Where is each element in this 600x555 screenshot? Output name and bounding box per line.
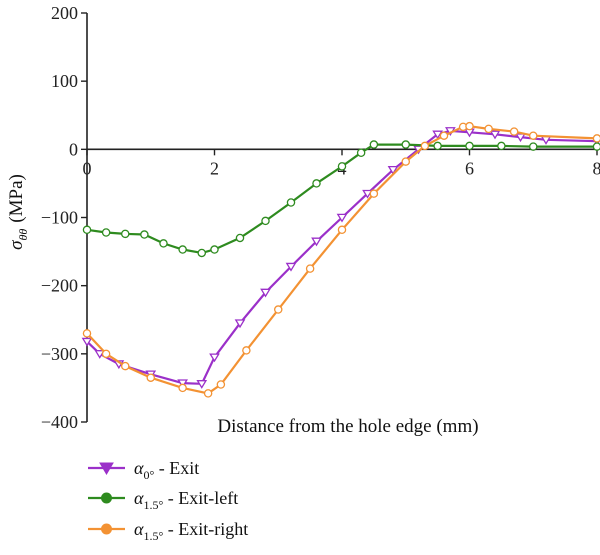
- legend-marker: [101, 492, 112, 504]
- x-tick-label: 6: [465, 158, 474, 178]
- data-point: [484, 124, 493, 134]
- data-point: [178, 383, 187, 393]
- data-point: [489, 130, 501, 140]
- x-axis-title: Distance from the hole edge (mm): [217, 416, 478, 437]
- data-point: [387, 165, 399, 175]
- data-point: [432, 130, 443, 140]
- data-point: [210, 245, 219, 254]
- data-point: [401, 140, 410, 149]
- y-tick-label: 100: [51, 71, 78, 91]
- data-point: [465, 141, 474, 151]
- data-point: [242, 346, 251, 355]
- data-point: [305, 264, 315, 273]
- data-point: [82, 225, 92, 235]
- legend-marker: [99, 462, 114, 475]
- y-tick-label: −300: [41, 344, 78, 364]
- data-point: [433, 141, 442, 151]
- series-0: [81, 127, 600, 389]
- y-axis-title: σθθ (MPa): [6, 174, 30, 250]
- x-tick-label: 0: [83, 158, 92, 178]
- y-axis-unit: (MPa): [6, 174, 27, 223]
- data-point: [121, 229, 130, 239]
- y-axis-subscript: θθ: [16, 229, 30, 241]
- data-point: [81, 337, 93, 347]
- data-point: [497, 141, 506, 151]
- x-tick-label: 2: [210, 158, 219, 178]
- legend-marker: [101, 523, 112, 535]
- data-point: [261, 216, 270, 226]
- data-point: [401, 157, 410, 166]
- legend-label: α1.5° - Exit-left: [134, 488, 238, 512]
- legend-item-0: α0° - Exit: [88, 458, 199, 482]
- data-point: [592, 142, 600, 151]
- data-point: [420, 141, 430, 151]
- y-tick-label: 200: [51, 3, 78, 23]
- y-tick-label: −400: [41, 412, 78, 432]
- data-point: [369, 140, 379, 149]
- data-point: [337, 162, 347, 171]
- x-tick-label: 8: [593, 158, 600, 178]
- data-point: [509, 127, 519, 136]
- data-point: [159, 239, 168, 248]
- y-tick-label: −200: [41, 276, 78, 296]
- data-point: [362, 189, 373, 199]
- data-point: [178, 245, 187, 254]
- data-point: [286, 198, 296, 207]
- data-point: [101, 228, 111, 237]
- series-line: [86, 129, 598, 385]
- legend-item-1: α1.5° - Exit-left: [88, 488, 238, 512]
- data-point: [82, 329, 92, 338]
- series-layer: [81, 121, 600, 398]
- y-axis-symbol: σ: [6, 240, 27, 250]
- y-tick-label: 0: [69, 139, 78, 159]
- data-point: [336, 213, 348, 223]
- data-point: [140, 230, 149, 239]
- data-point: [216, 380, 226, 389]
- data-point: [197, 248, 206, 258]
- data-point: [529, 142, 538, 151]
- axis-labels: Distance from the hole edge (mm) σθθ (MPa…: [6, 174, 479, 437]
- legend: α0° - Exit α1.5° - Exit-left α1.5° - Exit-…: [88, 458, 248, 543]
- y-tick-label: −100: [41, 208, 78, 228]
- data-point: [209, 353, 220, 363]
- data-point: [94, 350, 106, 359]
- data-point: [177, 379, 188, 389]
- data-point: [311, 237, 322, 247]
- legend-label: α0° - Exit: [134, 458, 199, 482]
- data-point: [121, 361, 130, 371]
- data-point: [465, 121, 474, 131]
- series-2: [82, 121, 600, 398]
- data-point: [234, 319, 246, 329]
- legend-item-2: α1.5° - Exit-right: [88, 519, 248, 543]
- data-point: [196, 380, 208, 389]
- data-point: [260, 288, 271, 298]
- data-point: [356, 148, 366, 157]
- data-point: [273, 305, 283, 314]
- legend-label: α1.5° - Exit-right: [134, 519, 248, 543]
- data-point: [337, 225, 347, 235]
- data-point: [235, 233, 245, 243]
- data-point: [285, 262, 297, 272]
- data-point: [203, 389, 213, 398]
- data-point: [146, 373, 155, 382]
- series-1: [82, 140, 600, 258]
- data-point: [312, 179, 321, 188]
- data-point: [592, 134, 600, 143]
- data-point: [439, 131, 449, 140]
- data-point: [369, 189, 379, 198]
- data-point: [529, 131, 538, 140]
- data-point: [101, 349, 111, 359]
